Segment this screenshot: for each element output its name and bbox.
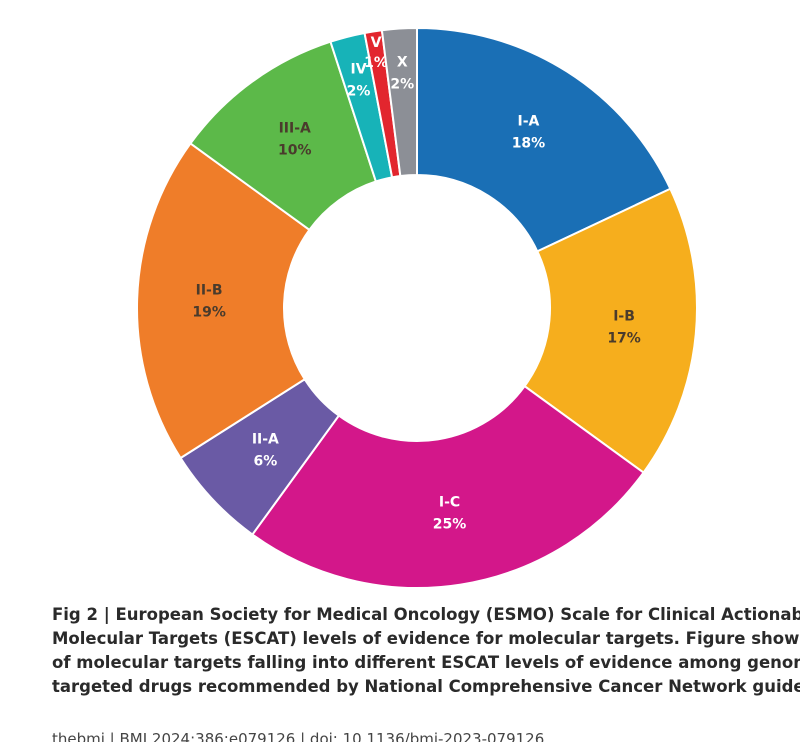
slice-label: II-A — [252, 431, 279, 447]
slice-label: V — [371, 35, 382, 51]
slice — [136, 142, 311, 460]
chart: I-A 18% I-B 17% I-C 25% II-A 6% II-B 19% III-A 10% I… — [136, 26, 698, 589]
slice-value-label: 10% — [278, 143, 312, 159]
caption: Fig 2 | European Society for Medical Onc… — [52, 603, 800, 699]
slice-value-label: 18% — [512, 135, 546, 151]
slice — [251, 384, 645, 589]
slice — [380, 26, 418, 178]
slice-label: I-C — [439, 494, 460, 510]
slice-label: II-B — [196, 282, 223, 298]
slice — [416, 26, 672, 253]
slice-value-label: 1% — [364, 55, 388, 71]
slice — [523, 187, 698, 474]
slice-label: IV — [351, 61, 367, 77]
slice-label: I-A — [518, 113, 540, 129]
footer: thebmj | BMJ 2024;386:e079126 | doi: 10.… — [52, 730, 545, 742]
slice-value-label: 25% — [433, 516, 467, 532]
caption-line: Fig 2 | European Society for Medical Onc… — [52, 605, 800, 624]
slice-value-label: 2% — [390, 76, 414, 92]
slice-label: III-A — [279, 121, 311, 137]
slice-value-label: 6% — [253, 453, 277, 469]
caption-line: Molecular Targets (ESCAT) levels of evid… — [52, 629, 800, 648]
slice-value-label: 19% — [192, 304, 226, 320]
slice-label: X — [397, 54, 408, 70]
slice-value-label: 17% — [607, 331, 641, 347]
slice-value-label: 2% — [347, 83, 371, 99]
slice-label: I-B — [613, 309, 635, 325]
caption-line: targeted drugs recommended by National C… — [52, 677, 800, 696]
caption-line: of molecular targets falling into differ… — [52, 653, 800, 672]
